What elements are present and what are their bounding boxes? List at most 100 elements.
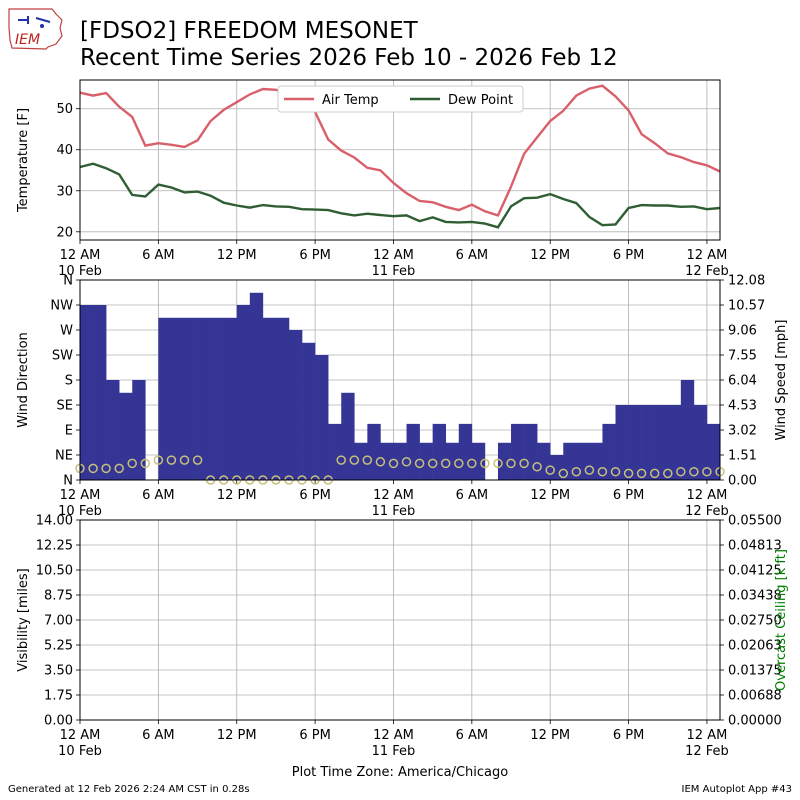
- wind-direction-bar: [550, 455, 564, 480]
- wind-speed-marker: [440, 458, 451, 469]
- x-tick-label: 12 AM: [60, 728, 101, 743]
- x-tick-label: 6 AM: [142, 728, 175, 743]
- x-tick-date-label: 10 Feb: [58, 264, 102, 279]
- wind-speed-marker: [689, 466, 699, 477]
- y-right-tick-label: 0.04813: [728, 538, 782, 553]
- y-right-tick-label: 0.03438: [728, 588, 782, 603]
- y-axis-label: Wind Direction: [16, 332, 31, 428]
- wind-direction-bar: [197, 317, 211, 480]
- x-tick-date-label: 10 Feb: [58, 744, 102, 759]
- x-tick-label: 12 AM: [687, 248, 728, 263]
- x-tick-label: 6 AM: [456, 488, 489, 503]
- wind-speed-marker: [532, 462, 542, 472]
- y-right-tick-label: 9.06: [728, 324, 757, 339]
- wind-speed-marker: [636, 468, 647, 479]
- legend-box: [277, 85, 524, 113]
- wind-direction-bar: [445, 442, 460, 480]
- wind-direction-bar: [262, 317, 277, 480]
- y-right-tick-label: 12.08: [728, 274, 765, 289]
- chart-title: [FDSO2] FREEDOM MESONET: [80, 18, 418, 44]
- wind-speed-marker: [153, 455, 164, 465]
- wind-speed-marker: [545, 465, 555, 475]
- wind-speed-marker: [676, 466, 686, 477]
- x-tick-label: 6 AM: [456, 728, 489, 743]
- wind-speed-marker: [480, 458, 490, 469]
- x-tick-label: 12 PM: [530, 728, 570, 743]
- wind-direction-bar: [602, 423, 616, 480]
- y-tick-label: 3.50: [44, 664, 73, 679]
- wind-speed-marker: [702, 466, 712, 477]
- y-right-tick-label: 0.04125: [728, 564, 782, 579]
- y-right-tick-label: 6.04: [728, 374, 757, 389]
- wind-direction-bar: [106, 380, 120, 480]
- y-tick-label: NE: [55, 449, 73, 464]
- x-tick-label: 12 AM: [373, 248, 414, 263]
- wind-direction-bar: [458, 423, 473, 480]
- x-tick-label: 12 AM: [60, 248, 101, 263]
- wind-direction-bar: [589, 442, 603, 480]
- y-right-tick-label: 0.05500: [728, 514, 782, 529]
- y-tick-label: 1.75: [44, 689, 73, 704]
- wind-speed-marker: [493, 458, 503, 469]
- wind-speed-marker: [140, 458, 151, 469]
- wind-speed-marker: [192, 455, 203, 465]
- wind-direction-bar: [537, 442, 551, 480]
- y-tick-label: SW: [52, 349, 73, 364]
- y-right-tick-label: 0.00: [728, 474, 757, 489]
- y-right-tick-label: 0.02063: [728, 638, 782, 653]
- wind-direction-bar: [171, 317, 185, 480]
- dew-point-line: [79, 162, 721, 229]
- x-tick-date-label: 12 Feb: [685, 264, 729, 279]
- wind-speed-marker: [101, 463, 111, 474]
- wind-direction-bar: [380, 442, 394, 480]
- axes-frame: [79, 79, 721, 241]
- y-axis-label: Visibility [miles]: [16, 568, 31, 671]
- wind-speed-marker: [349, 455, 360, 465]
- wind-direction-bar: [236, 305, 251, 480]
- wind-speed-marker: [114, 463, 124, 474]
- wind-direction-bar: [615, 405, 629, 480]
- wind-speed-marker: [597, 466, 608, 477]
- wind-direction-bar: [328, 423, 342, 480]
- wind-speed-marker: [362, 455, 373, 465]
- x-tick-date-label: 12 Feb: [685, 744, 729, 759]
- wind-direction-bar: [210, 317, 224, 480]
- logo-text: IEM: [15, 32, 40, 48]
- wind-direction-bar: [563, 442, 577, 480]
- y-tick-label: 0.00: [44, 714, 73, 729]
- wind-speed-marker: [519, 458, 529, 469]
- y-right-axis-label: Wind Speed [mph]: [774, 320, 789, 441]
- wind-direction-bar: [524, 423, 538, 480]
- y-tick-label: E: [65, 424, 73, 439]
- wind-speed-marker: [127, 458, 137, 469]
- y-tick-label: SE: [57, 399, 73, 414]
- wind-direction-bar: [419, 442, 433, 480]
- x-tick-label: 12 PM: [530, 488, 570, 503]
- wind-speed-marker: [401, 457, 412, 467]
- wind-speed-marker: [179, 455, 190, 465]
- air-temp-line: [79, 84, 721, 217]
- y-tick-label: 30: [56, 184, 73, 199]
- wind-direction-bar: [393, 442, 407, 480]
- wind-speed-marker: [623, 468, 634, 479]
- x-tick-date-label: 11 Feb: [372, 264, 416, 279]
- wind-direction-bar: [302, 342, 316, 480]
- y-right-tick-label: 10.57: [728, 299, 765, 314]
- y-tick-label: 20: [56, 225, 73, 240]
- y-right-tick-label: 0.00000: [728, 714, 782, 729]
- y-right-tick-label: 0.01375: [728, 664, 782, 679]
- generated-note: Generated at 12 Feb 2026 2:24 AM CST in …: [8, 784, 250, 795]
- wind-direction-bar: [223, 317, 238, 480]
- x-tick-label: 6 AM: [456, 248, 489, 263]
- x-tick-label: 12 PM: [530, 248, 570, 263]
- wind-speed-marker: [454, 458, 464, 469]
- y-right-tick-label: 0.00688: [728, 688, 782, 703]
- wind-direction-bar: [432, 423, 447, 480]
- wind-speed-marker: [584, 465, 595, 475]
- wind-direction-bar: [511, 423, 525, 480]
- y-tick-label: 40: [56, 143, 73, 158]
- y-axis-label: Temperature [F]: [16, 108, 31, 213]
- y-tick-label: 14.00: [36, 514, 73, 529]
- wind-direction-bar: [119, 392, 133, 480]
- wind-direction-bar: [628, 405, 642, 480]
